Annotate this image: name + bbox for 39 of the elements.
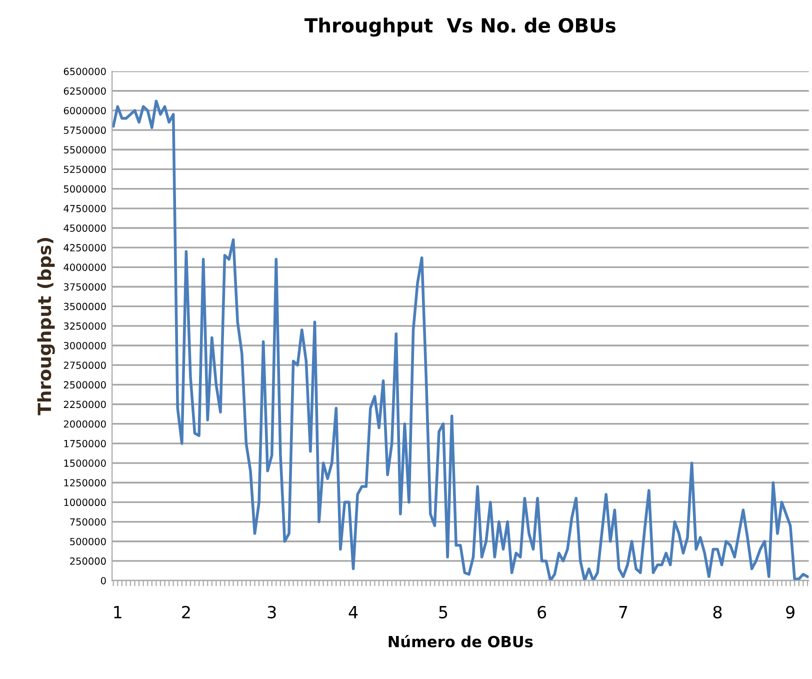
x-tick-label: 3 xyxy=(268,606,276,618)
y-tick-label: 5000000 xyxy=(64,185,106,193)
y-tick-label: 3000000 xyxy=(64,342,106,350)
y-tick-label: 1250000 xyxy=(64,479,106,486)
x-axis-title: Número de OBUs xyxy=(388,634,533,648)
x-tick-label: 6 xyxy=(538,606,546,618)
y-tick-label: 5500000 xyxy=(64,146,106,154)
y-tick-label: 4500000 xyxy=(64,224,106,232)
y-tick-label: 250000 xyxy=(70,557,106,565)
y-tick-label: 6250000 xyxy=(64,87,106,95)
y-axis-title: Throughput (bps) xyxy=(37,238,55,416)
y-tick-label: 750000 xyxy=(70,518,106,526)
y-tick-label: 4000000 xyxy=(64,264,106,271)
y-tick-label: 500000 xyxy=(70,538,106,546)
x-tick-label: 9 xyxy=(786,606,794,618)
y-tick-label: 3250000 xyxy=(64,322,106,330)
y-tick-label: 0 xyxy=(100,577,106,584)
x-tick-label: 5 xyxy=(439,606,448,618)
y-tick-label: 6000000 xyxy=(64,106,106,114)
y-tick-label: 4750000 xyxy=(64,204,106,212)
y-tick-label: 3500000 xyxy=(64,302,106,310)
y-tick-label: 2250000 xyxy=(64,400,106,408)
y-tick-label: 4250000 xyxy=(64,244,106,252)
y-tick-label: 5750000 xyxy=(64,126,106,134)
y-tick-label: 2500000 xyxy=(64,381,106,389)
x-tick-label: 7 xyxy=(619,606,628,618)
y-tick-label: 1750000 xyxy=(64,440,106,448)
y-tick-label: 3750000 xyxy=(64,283,106,291)
y-tick-label: 2750000 xyxy=(64,362,106,369)
x-tick-label: 2 xyxy=(182,606,190,618)
x-tick-label: 1 xyxy=(114,606,122,618)
y-tick-label: 5250000 xyxy=(64,166,106,174)
y-tick-label: 1500000 xyxy=(64,460,106,467)
y-tick-label: 2000000 xyxy=(64,420,106,428)
x-tick-label: 4 xyxy=(348,606,358,618)
x-tick-label: 8 xyxy=(713,606,722,618)
chart-title: Throughput Vs No. de OBUs xyxy=(304,18,616,37)
y-tick-label: 1000000 xyxy=(64,498,106,506)
y-tick-label: 6500000 xyxy=(64,68,106,76)
